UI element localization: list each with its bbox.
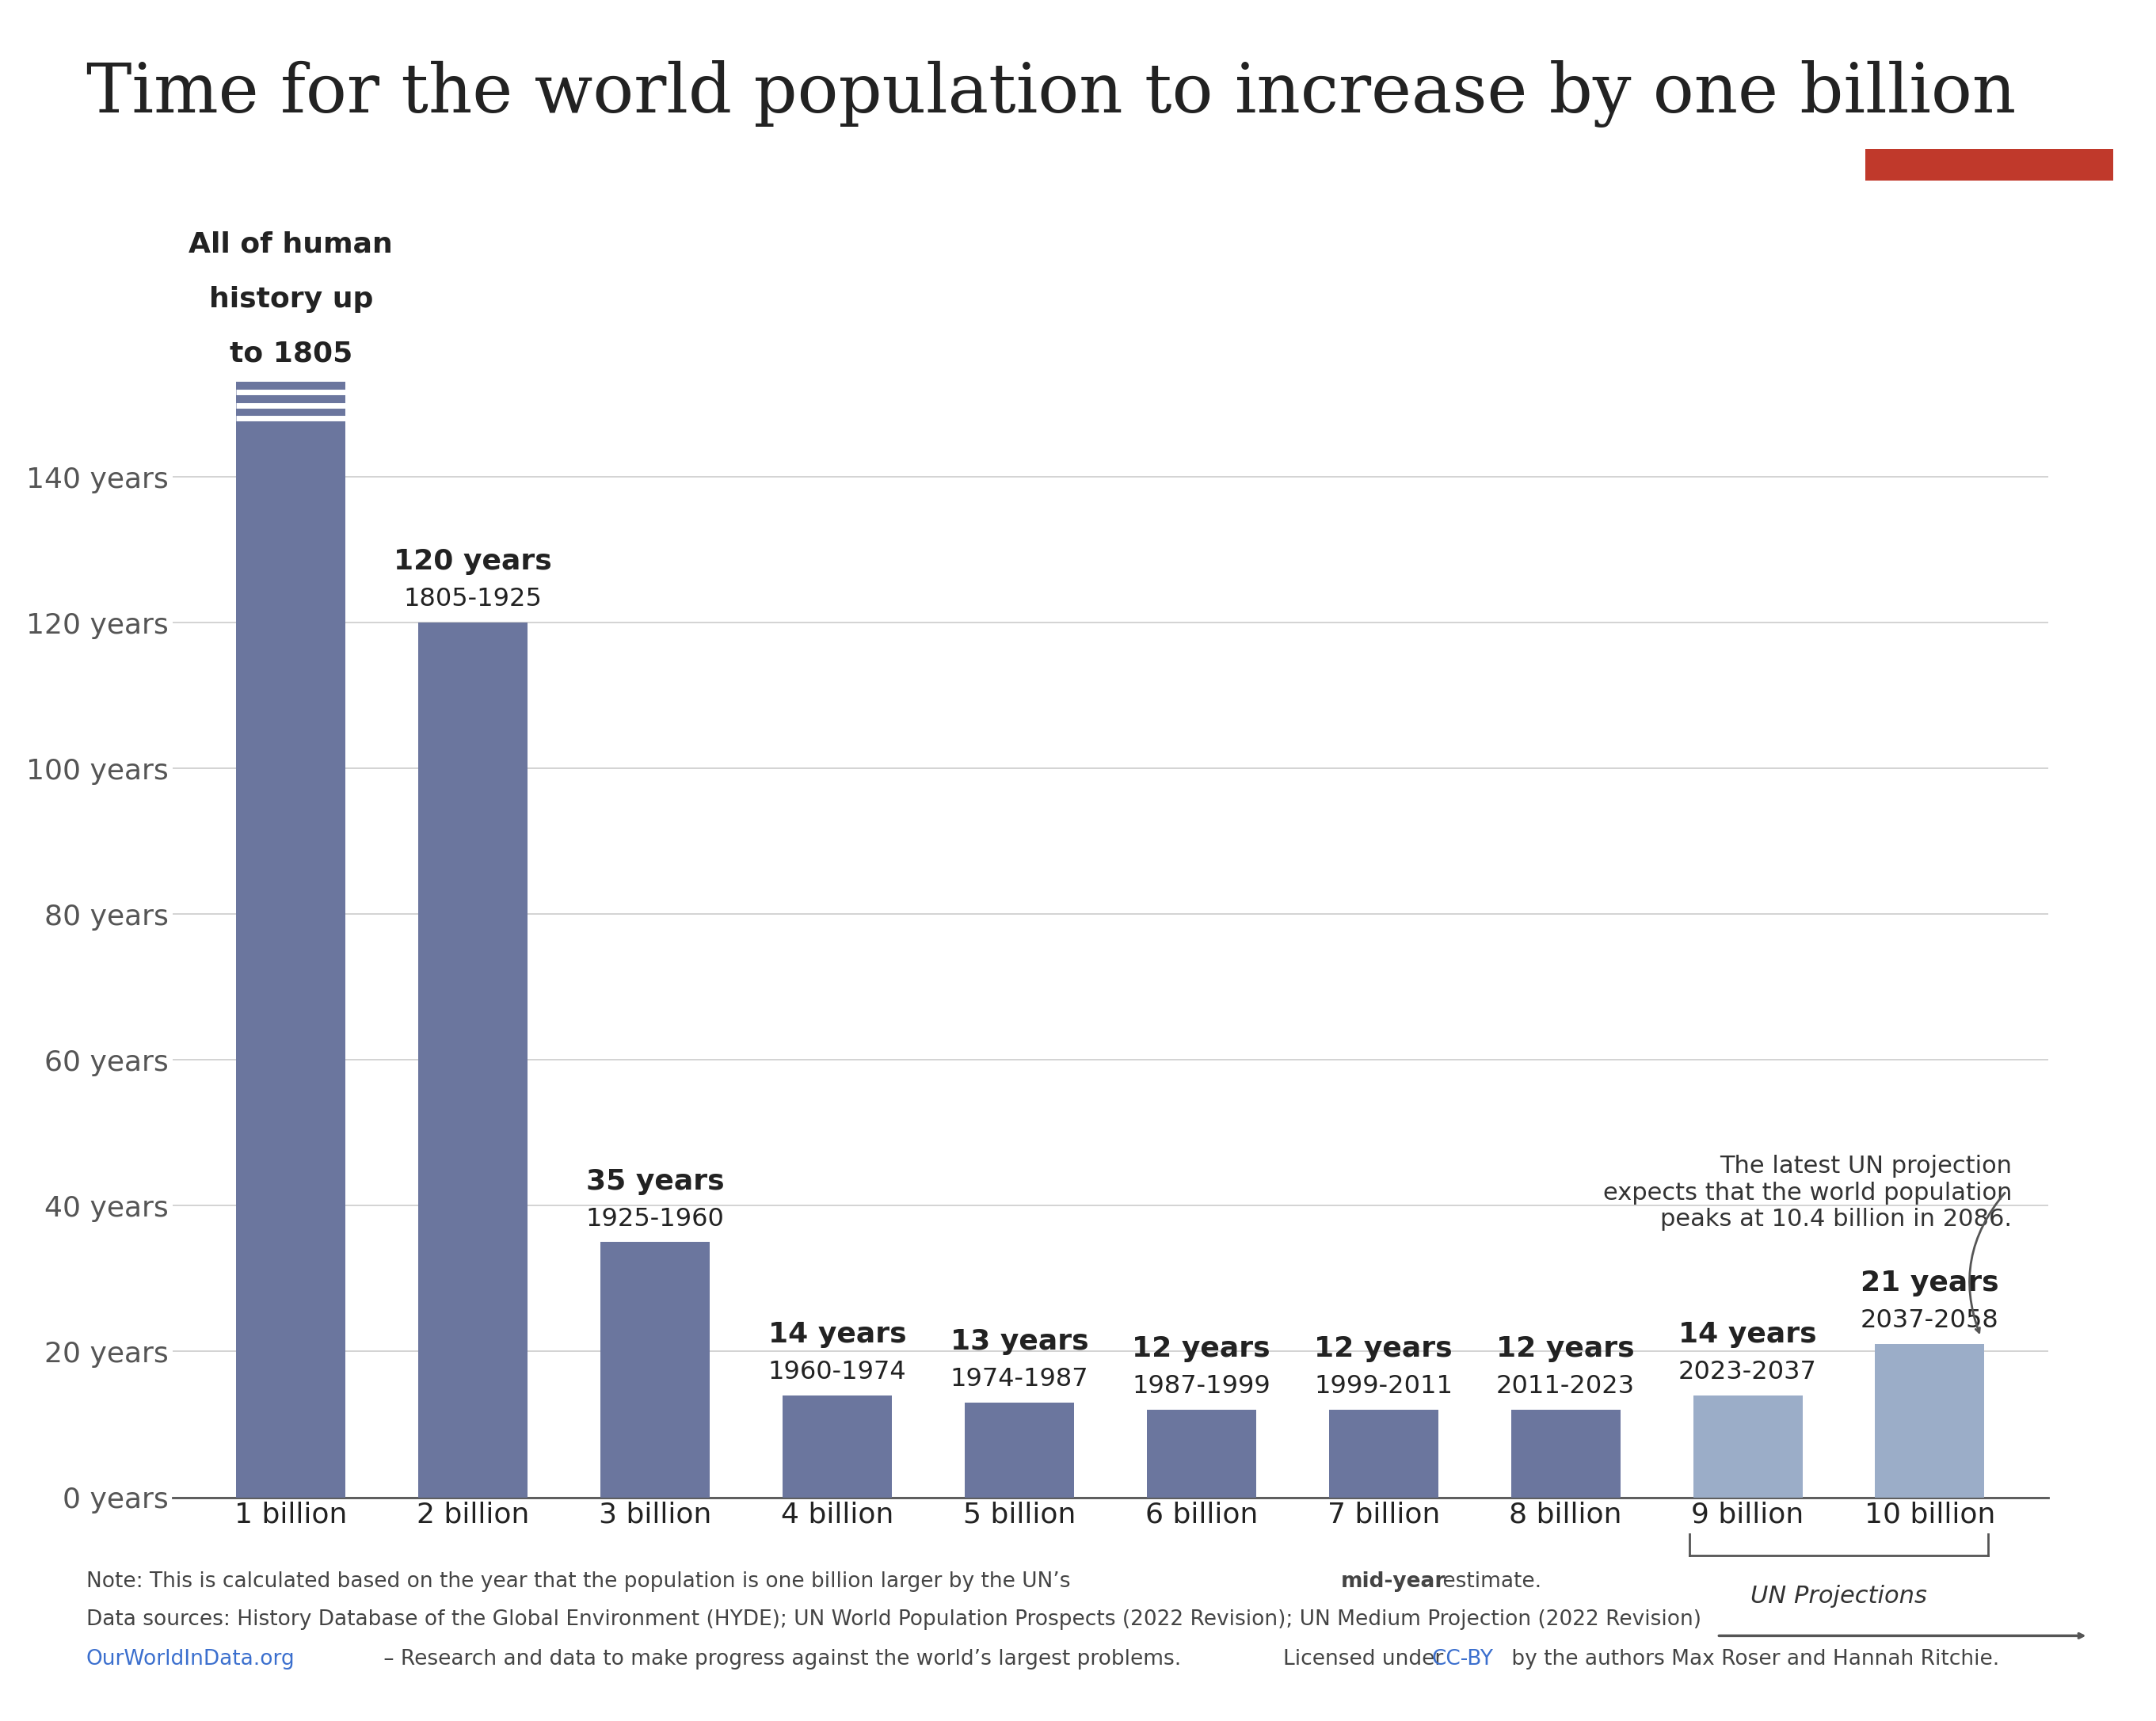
- Text: Note: This is calculated based on the year that the population is one billion la: Note: This is calculated based on the ye…: [86, 1571, 1078, 1592]
- Text: Licensed under: Licensed under: [1283, 1649, 1449, 1669]
- Bar: [1865, 150, 2113, 181]
- Text: Our World: Our World: [1921, 55, 2057, 77]
- Text: 14 years: 14 years: [1680, 1322, 1818, 1348]
- Bar: [237, 382, 345, 1497]
- Text: All of human: All of human: [190, 231, 392, 258]
- Text: OurWorldInData.org: OurWorldInData.org: [86, 1649, 295, 1669]
- Text: Data sources: History Database of the Global Environment (HYDE); UN World Popula: Data sources: History Database of the Gl…: [86, 1609, 1701, 1630]
- Text: – Research and data to make progress against the world’s largest problems.: – Research and data to make progress aga…: [377, 1649, 1181, 1669]
- Bar: [599, 1243, 709, 1497]
- Bar: [1328, 1409, 1438, 1497]
- Text: mid-year: mid-year: [1341, 1571, 1447, 1592]
- Text: 14 years: 14 years: [768, 1322, 906, 1348]
- Text: Time for the world population to increase by one billion: Time for the world population to increas…: [86, 60, 2016, 127]
- Text: 2011-2023: 2011-2023: [1496, 1375, 1634, 1399]
- Text: CC-BY: CC-BY: [1432, 1649, 1494, 1669]
- Text: 120 years: 120 years: [395, 549, 552, 575]
- Text: 35 years: 35 years: [586, 1169, 724, 1194]
- Text: 2037-2058: 2037-2058: [1861, 1308, 1999, 1334]
- Text: 1960-1974: 1960-1974: [768, 1360, 906, 1384]
- Text: 12 years: 12 years: [1315, 1335, 1453, 1363]
- Text: The latest UN projection
expects that the world population
peaks at 10.4 billion: The latest UN projection expects that th…: [1602, 1155, 2012, 1231]
- Bar: [418, 623, 528, 1497]
- Text: by the authors Max Roser and Hannah Ritchie.: by the authors Max Roser and Hannah Ritc…: [1505, 1649, 1999, 1669]
- Bar: [1147, 1409, 1257, 1497]
- Text: estimate.: estimate.: [1436, 1571, 1542, 1592]
- Bar: [1692, 1396, 1802, 1497]
- Bar: [783, 1396, 893, 1497]
- Bar: [1876, 1344, 1984, 1497]
- Text: history up: history up: [209, 286, 373, 313]
- Text: to 1805: to 1805: [229, 341, 351, 368]
- Text: 12 years: 12 years: [1496, 1335, 1634, 1363]
- Text: 21 years: 21 years: [1861, 1270, 1999, 1298]
- Bar: [1511, 1409, 1621, 1497]
- Text: 1805-1925: 1805-1925: [403, 587, 541, 611]
- Text: 2023-2037: 2023-2037: [1680, 1360, 1818, 1384]
- Text: 1925-1960: 1925-1960: [586, 1206, 724, 1231]
- Bar: [964, 1403, 1074, 1497]
- Text: UN Projections: UN Projections: [1751, 1585, 1927, 1607]
- Text: 1974-1987: 1974-1987: [951, 1366, 1089, 1392]
- Text: in Data: in Data: [1940, 100, 2037, 122]
- Text: 13 years: 13 years: [951, 1329, 1089, 1354]
- Text: 1987-1999: 1987-1999: [1132, 1375, 1270, 1399]
- Text: 1999-2011: 1999-2011: [1315, 1375, 1453, 1399]
- Text: 12 years: 12 years: [1132, 1335, 1270, 1363]
